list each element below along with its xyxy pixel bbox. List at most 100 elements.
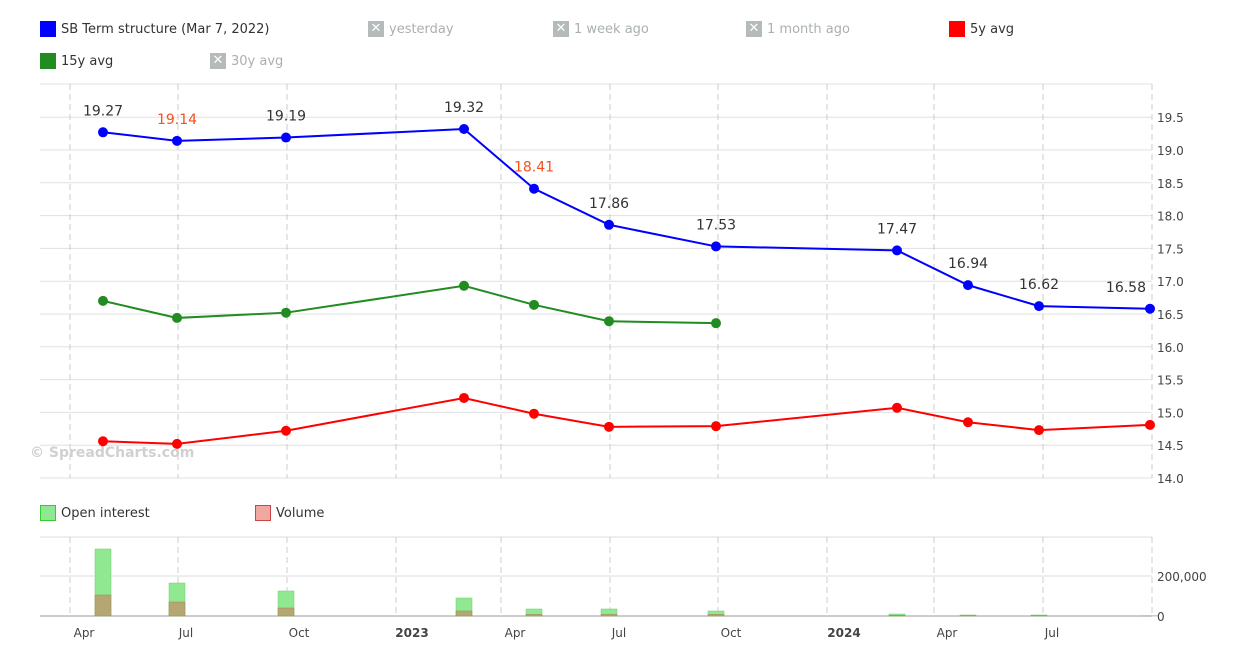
y-tick-label: 14.5 bbox=[1157, 439, 1184, 453]
x-tick-label: 2024 bbox=[827, 626, 860, 640]
blue-swatch-icon bbox=[40, 21, 56, 37]
y-tick-label: 200,000 bbox=[1157, 570, 1207, 584]
legend-label: Open interest bbox=[61, 505, 150, 521]
volume-bar bbox=[888, 615, 906, 617]
y-tick-label: 19.5 bbox=[1157, 111, 1184, 125]
legend-item-5y-avg[interactable]: 5y avg bbox=[949, 21, 1014, 37]
legend-label: 1 week ago bbox=[574, 21, 649, 37]
legend-item-15y-avg[interactable]: 15y avg bbox=[40, 53, 113, 69]
data-point bbox=[459, 280, 469, 291]
y-tick-label: 0 bbox=[1157, 610, 1165, 624]
x-tick-label: Apr bbox=[505, 626, 526, 640]
y-tick-label: 16.5 bbox=[1157, 308, 1184, 322]
data-label: 16.62 bbox=[1019, 277, 1059, 293]
y-tick-label: 16.0 bbox=[1157, 341, 1184, 355]
data-point bbox=[281, 425, 291, 436]
data-point bbox=[963, 417, 973, 428]
data-point bbox=[604, 219, 614, 230]
disabled-x-icon: ✕ bbox=[553, 21, 569, 37]
y-tick-label: 17.0 bbox=[1157, 275, 1184, 289]
data-point bbox=[459, 124, 469, 135]
legend-label: SB Term structure (Mar 7, 2022) bbox=[61, 21, 270, 37]
data-point bbox=[459, 392, 469, 403]
legend-item-30y-avg[interactable]: ✕ 30y avg bbox=[210, 53, 283, 69]
legend-label: 30y avg bbox=[231, 53, 284, 69]
data-point bbox=[529, 183, 539, 194]
legend-label: yesterday bbox=[389, 21, 454, 37]
data-label: 17.53 bbox=[696, 217, 736, 233]
x-tick-label: Jul bbox=[178, 626, 193, 640]
volume-bar bbox=[455, 610, 473, 617]
legend-label: 15y avg bbox=[61, 53, 114, 69]
data-label: 19.27 bbox=[83, 103, 123, 119]
legend-label: 1 month ago bbox=[767, 21, 850, 37]
legend-item-volume[interactable]: Volume bbox=[255, 505, 324, 521]
legend-item-yesterday[interactable]: ✕ yesterday bbox=[368, 21, 454, 37]
data-point bbox=[1034, 425, 1044, 436]
data-point bbox=[1145, 419, 1155, 430]
x-tick-label: Apr bbox=[937, 626, 958, 640]
data-point bbox=[172, 135, 182, 146]
disabled-x-icon: ✕ bbox=[210, 53, 226, 69]
volume-bar bbox=[707, 614, 725, 617]
data-point bbox=[892, 245, 902, 256]
volume-swatch-icon bbox=[255, 505, 271, 521]
data-point bbox=[604, 316, 614, 327]
x-tick-label: Oct bbox=[721, 626, 742, 640]
data-point bbox=[529, 299, 539, 310]
volume-bar bbox=[277, 607, 295, 617]
legend-label: Volume bbox=[276, 505, 325, 521]
data-point bbox=[711, 241, 721, 252]
disabled-x-icon: ✕ bbox=[746, 21, 762, 37]
legend-item-1-week-ago[interactable]: ✕ 1 week ago bbox=[553, 21, 649, 37]
data-point bbox=[604, 421, 614, 432]
volume-bar bbox=[525, 614, 543, 617]
y-tick-label: 19.0 bbox=[1157, 144, 1184, 158]
data-point bbox=[529, 408, 539, 419]
legend-label: 5y avg bbox=[970, 21, 1015, 37]
data-point bbox=[172, 438, 182, 449]
y-tick-label: 17.5 bbox=[1157, 242, 1184, 256]
volume-bar bbox=[600, 614, 618, 617]
y-tick-label: 15.5 bbox=[1157, 374, 1184, 388]
watermark: © SpreadCharts.com bbox=[30, 445, 195, 461]
green-swatch-icon bbox=[40, 53, 56, 69]
data-label: 16.94 bbox=[948, 256, 988, 272]
data-point bbox=[281, 132, 291, 143]
y-tick-label: 18.5 bbox=[1157, 177, 1184, 191]
series-line bbox=[102, 396, 1151, 445]
data-point bbox=[98, 127, 108, 138]
legend-item-term-structure[interactable]: SB Term structure (Mar 7, 2022) bbox=[40, 21, 270, 37]
x-tick-label: 2023 bbox=[395, 626, 428, 640]
legend-item-open-interest[interactable]: Open interest bbox=[40, 505, 150, 521]
data-point bbox=[711, 421, 721, 432]
legend-item-1-month-ago[interactable]: ✕ 1 month ago bbox=[746, 21, 850, 37]
x-tick-label: Oct bbox=[289, 626, 310, 640]
data-label: 16.58 bbox=[1106, 280, 1146, 296]
volume-bar bbox=[94, 594, 112, 617]
data-point bbox=[1145, 303, 1155, 314]
data-label: 19.14 bbox=[157, 112, 197, 128]
red-swatch-icon bbox=[949, 21, 965, 37]
y-tick-label: 18.0 bbox=[1157, 210, 1184, 224]
data-point bbox=[1034, 301, 1044, 312]
disabled-x-icon: ✕ bbox=[368, 21, 384, 37]
data-point bbox=[98, 295, 108, 306]
data-point bbox=[281, 307, 291, 318]
data-label: 19.32 bbox=[444, 100, 484, 116]
data-point bbox=[711, 318, 721, 329]
x-tick-label: Apr bbox=[74, 626, 95, 640]
volume-bar bbox=[168, 601, 186, 617]
data-label: 18.41 bbox=[514, 160, 554, 176]
series-line bbox=[102, 127, 1151, 310]
y-tick-label: 15.0 bbox=[1157, 406, 1184, 420]
data-point bbox=[98, 436, 108, 447]
series-line bbox=[102, 284, 717, 325]
data-point bbox=[892, 402, 902, 413]
y-tick-label: 14.0 bbox=[1157, 472, 1184, 486]
data-label: 17.86 bbox=[589, 196, 629, 212]
data-label: 19.19 bbox=[266, 109, 306, 125]
oi-swatch-icon bbox=[40, 505, 56, 521]
